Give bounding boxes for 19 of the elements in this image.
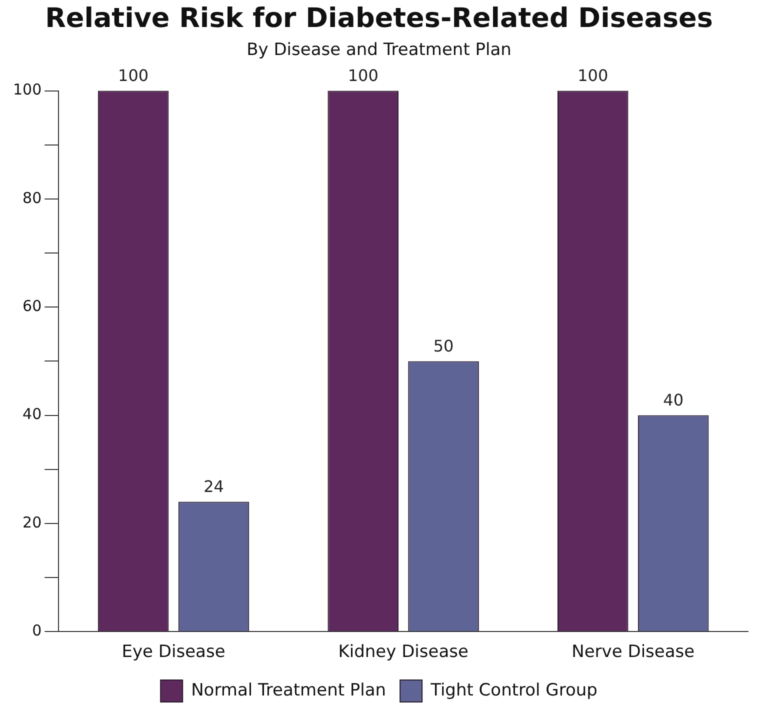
y-tick-label: 60 [22, 297, 42, 316]
legend-label: Tight Control Group [430, 680, 598, 700]
data-label: 100 [578, 66, 608, 85]
data-label: 50 [433, 336, 454, 356]
chart-subtitle: By Disease and Treatment Plan [246, 40, 512, 60]
y-tick-label: 20 [22, 513, 42, 532]
data-label: 100 [348, 66, 378, 85]
x-tick-label: Eye Disease [122, 642, 226, 662]
legend-label: Normal Treatment Plan [191, 680, 386, 700]
y-tick-label: 0 [32, 621, 42, 640]
y-tick-label: 100 [12, 80, 42, 99]
data-label: 24 [204, 476, 224, 496]
y-tick-label: 80 [22, 188, 42, 207]
data-label: 40 [663, 390, 684, 410]
x-tick-label: Kidney Disease [338, 642, 468, 662]
x-tick-label: Nerve Disease [572, 642, 695, 662]
data-label: 100 [118, 66, 149, 85]
chart-title: Relative Risk for Diabetes-Related Diseases [45, 3, 713, 34]
y-tick-label: 40 [22, 405, 42, 424]
